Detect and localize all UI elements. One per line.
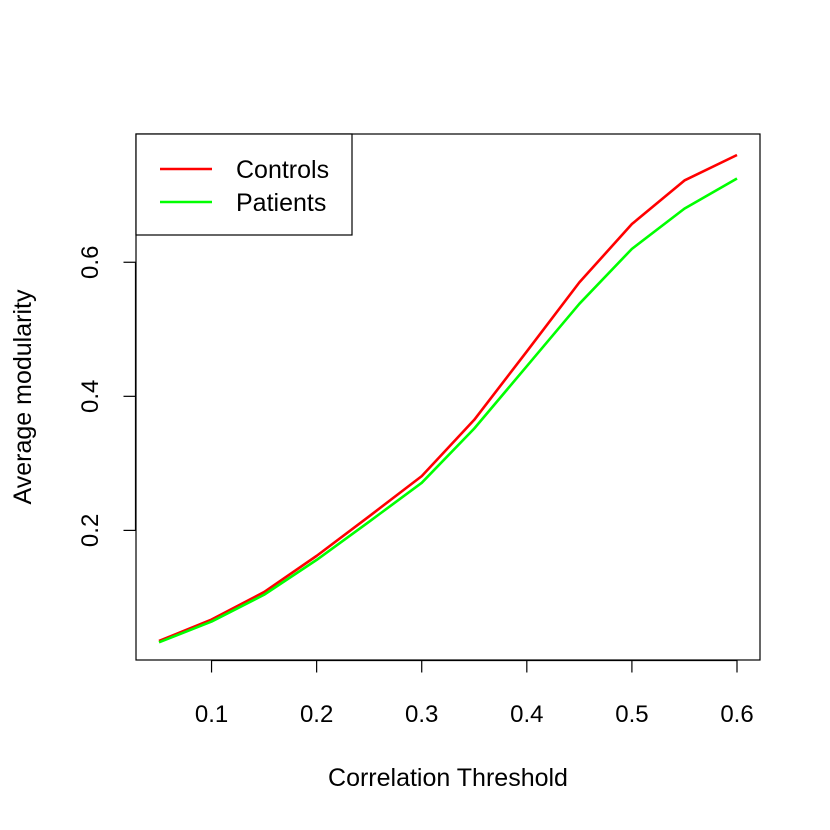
series-line-patients [158, 177, 738, 644]
x-axis: 0.1 0.2 0.3 0.4 0.5 0.6 [195, 659, 754, 728]
x-tick-label: 0.2 [300, 701, 333, 728]
x-axis-title: Correlation Threshold [328, 764, 568, 792]
legend-box [135, 133, 353, 236]
y-axis-title: Average modularity [9, 289, 37, 504]
y-axis: 0.2 0.4 0.6 [77, 246, 137, 547]
y-tick-label: 0.4 [77, 380, 104, 413]
x-tick-label: 0.1 [195, 701, 228, 728]
series-layer [158, 153, 738, 644]
x-tick-label: 0.6 [720, 701, 753, 728]
y-tick-label: 0.6 [77, 246, 104, 279]
x-tick-label: 0.5 [615, 701, 648, 728]
x-tick-label: 0.4 [510, 701, 543, 728]
x-tick-label: 0.3 [405, 701, 438, 728]
legend-label-controls: Controls [236, 156, 329, 184]
legend-label-patients: Patients [236, 189, 326, 217]
legend: Controls Patients [135, 133, 353, 236]
series-line-controls [158, 153, 738, 643]
y-tick-label: 0.2 [77, 514, 104, 547]
